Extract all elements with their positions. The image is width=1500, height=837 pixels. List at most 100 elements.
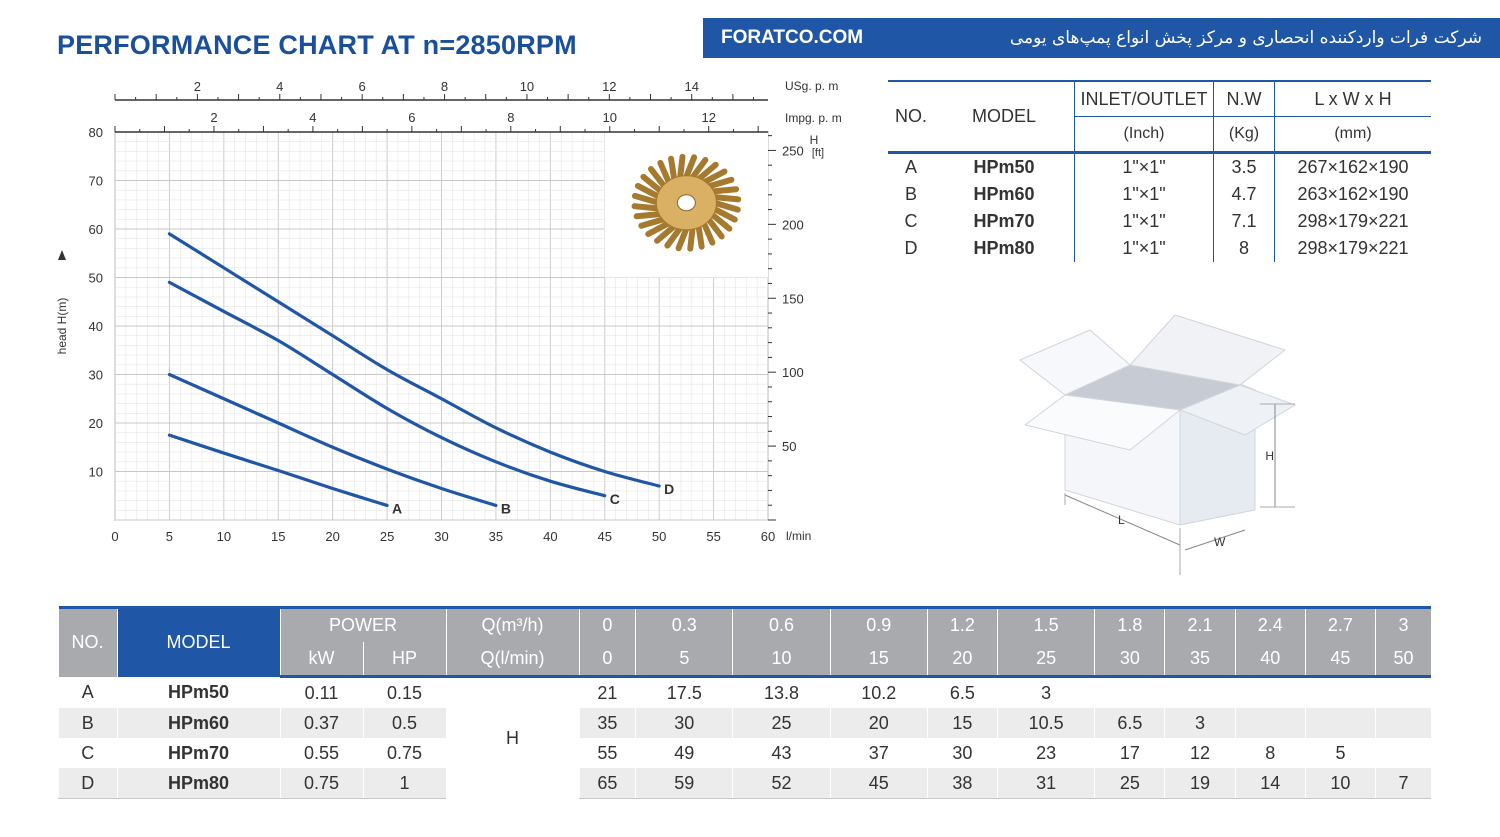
perf-cell-head-value: 65 (578, 768, 636, 799)
impeller-vane (640, 173, 665, 195)
perf-cell-hp: 0.5 (362, 708, 446, 738)
x-tick-label: 0 (111, 529, 118, 544)
impg-tick-label: 8 (507, 110, 514, 125)
perf-cell-head-value: 6.5 (1094, 708, 1165, 738)
perf-header-q-m3h: Q(m³/h) (445, 606, 579, 642)
y-tick-label: 70 (89, 174, 103, 189)
perf-cell-kw: 0.75 (279, 768, 363, 799)
series-line-d (167, 232, 661, 488)
y-tick-label: 50 (89, 271, 103, 286)
perf-header-q-m3h-value: 3 (1375, 606, 1431, 642)
impeller-bore (676, 194, 696, 212)
perf-header-model: MODEL (116, 606, 280, 677)
impeller-vane (705, 176, 735, 190)
perf-header-q-lmin-value: 30 (1094, 642, 1165, 678)
banner-text: شرکت فرات واردکننده انحصاری و مرکز پخش ا… (1009, 28, 1482, 48)
spec-cell-io: 1"×1" (1074, 235, 1214, 262)
perf-header-q-lmin-value: 5 (635, 642, 733, 678)
box-label-w: W (1214, 535, 1226, 549)
spec-header-dim-unit: (mm) (1274, 116, 1431, 154)
ft-tick-label: 50 (782, 439, 796, 454)
perf-header-q-m3h-value: 0.3 (635, 606, 733, 642)
series-line-a (167, 433, 389, 508)
y-tick-label: 40 (89, 319, 103, 334)
spec-header-nw-unit: (Kg) (1213, 116, 1275, 154)
series-line-b (167, 372, 498, 508)
perf-cell-head-value: 55 (578, 738, 636, 768)
perf-header-q-lmin-value: 15 (829, 642, 928, 678)
perf-header-q-m3h-value: 0.9 (829, 606, 928, 642)
spec-cell-model: HPm50 (973, 157, 1035, 177)
perf-cell-no: A (58, 676, 117, 708)
spec-cell-model: HPm80 (973, 238, 1035, 258)
perf-cell-head-value: 3 (1164, 708, 1236, 738)
perf-cell-no: C (58, 738, 117, 768)
perf-cell-head-value: 10.2 (829, 676, 928, 708)
perf-cell-head-value (1375, 676, 1431, 708)
x-tick-label: 20 (325, 529, 339, 544)
perf-cell-head-value: 21 (578, 676, 636, 708)
perf-cell-head-value: 13.8 (732, 676, 831, 708)
banner-site: FORATCO.COM (721, 27, 864, 48)
series-label-b: B (501, 500, 511, 516)
impeller-vane (695, 161, 719, 183)
ft-unit-label: [ft] (812, 147, 824, 159)
impeller-image (631, 153, 742, 252)
impeller-vane (700, 168, 728, 186)
usg-unit-label: USg. p. m (785, 79, 838, 93)
y-tick-label: 60 (89, 222, 103, 237)
y-tick-label: 80 (89, 125, 103, 140)
perf-cell-hp: 1 (362, 768, 446, 799)
perf-cell-head-value (1094, 676, 1165, 708)
perf-header-q-lmin-value: 35 (1164, 642, 1236, 678)
box-flap-front-left (1023, 394, 1182, 451)
x-tick-label: 10 (217, 529, 231, 544)
perf-cell-head-value: 30 (926, 738, 998, 768)
perf-cell-head-value: 14 (1234, 768, 1306, 799)
box-label-l: L (1118, 513, 1125, 527)
perf-cell-head-value: 52 (732, 768, 831, 799)
spec-row: D HPm80 1"×1" 8 298×179×221 (888, 235, 1431, 262)
perf-cell-head-value: 10.5 (997, 708, 1095, 738)
impg-tick-label: 4 (309, 110, 316, 125)
perf-cell-model: HPm70 (116, 738, 280, 768)
spec-row: A HPm50 1"×1" 3.5 267×162×190 (888, 152, 1431, 181)
perf-row: A HPm50 0.11 0.15 H 21 17.5 13.8 10.2 6.5 3 (58, 676, 1431, 799)
perf-header-q-lmin: Q(l/min) (445, 642, 579, 678)
x-tick-label: 50 (652, 529, 666, 544)
spec-header-model: MODEL (934, 80, 1075, 154)
impeller-vane (689, 156, 709, 181)
spec-header-io: INLET/OUTLET (1074, 80, 1214, 117)
perf-header-q-m3h-value: 0.6 (732, 606, 831, 642)
impeller-vane (711, 199, 741, 213)
usg-tick-label: 2 (194, 79, 201, 94)
perf-cell-kw: 0.37 (279, 708, 363, 738)
spec-header-nw: N.W (1213, 80, 1275, 117)
x-tick-label: 15 (271, 529, 285, 544)
perf-cell-head-value: 6.5 (926, 676, 998, 708)
ft-tick-label: 100 (782, 365, 804, 380)
spec-cell-nw: 8 (1213, 235, 1275, 262)
usg-tick-label: 8 (441, 79, 448, 94)
series-label-a: A (392, 500, 402, 516)
spec-cell-dim: 267×162×190 (1274, 152, 1431, 181)
series-label-c: C (610, 491, 620, 507)
impeller-vane (710, 205, 738, 223)
perf-cell-head-value: 15 (926, 708, 998, 738)
perf-cell-head-value (1234, 708, 1306, 738)
x-unit-label: l/min (786, 529, 811, 543)
perf-cell-no: D (58, 768, 117, 799)
perf-cell-head-value: 25 (732, 708, 831, 738)
box-length-dimension (1064, 494, 1181, 546)
impeller-vane (675, 225, 690, 252)
spec-cell-io: 1"×1" (1074, 208, 1214, 235)
perf-cell-head-value (1234, 676, 1306, 708)
y-axis-arrow (58, 250, 66, 260)
perf-header-q-lmin-value: 40 (1234, 642, 1306, 678)
y-axis-label: head H(m) (55, 298, 69, 355)
spec-row: B HPm60 1"×1" 4.7 263×162×190 (888, 181, 1431, 208)
impg-tick-label: 12 (701, 110, 715, 125)
x-tick-label: 5 (166, 529, 173, 544)
spec-cell-no: D (904, 238, 918, 258)
x-tick-label: 60 (761, 529, 775, 544)
